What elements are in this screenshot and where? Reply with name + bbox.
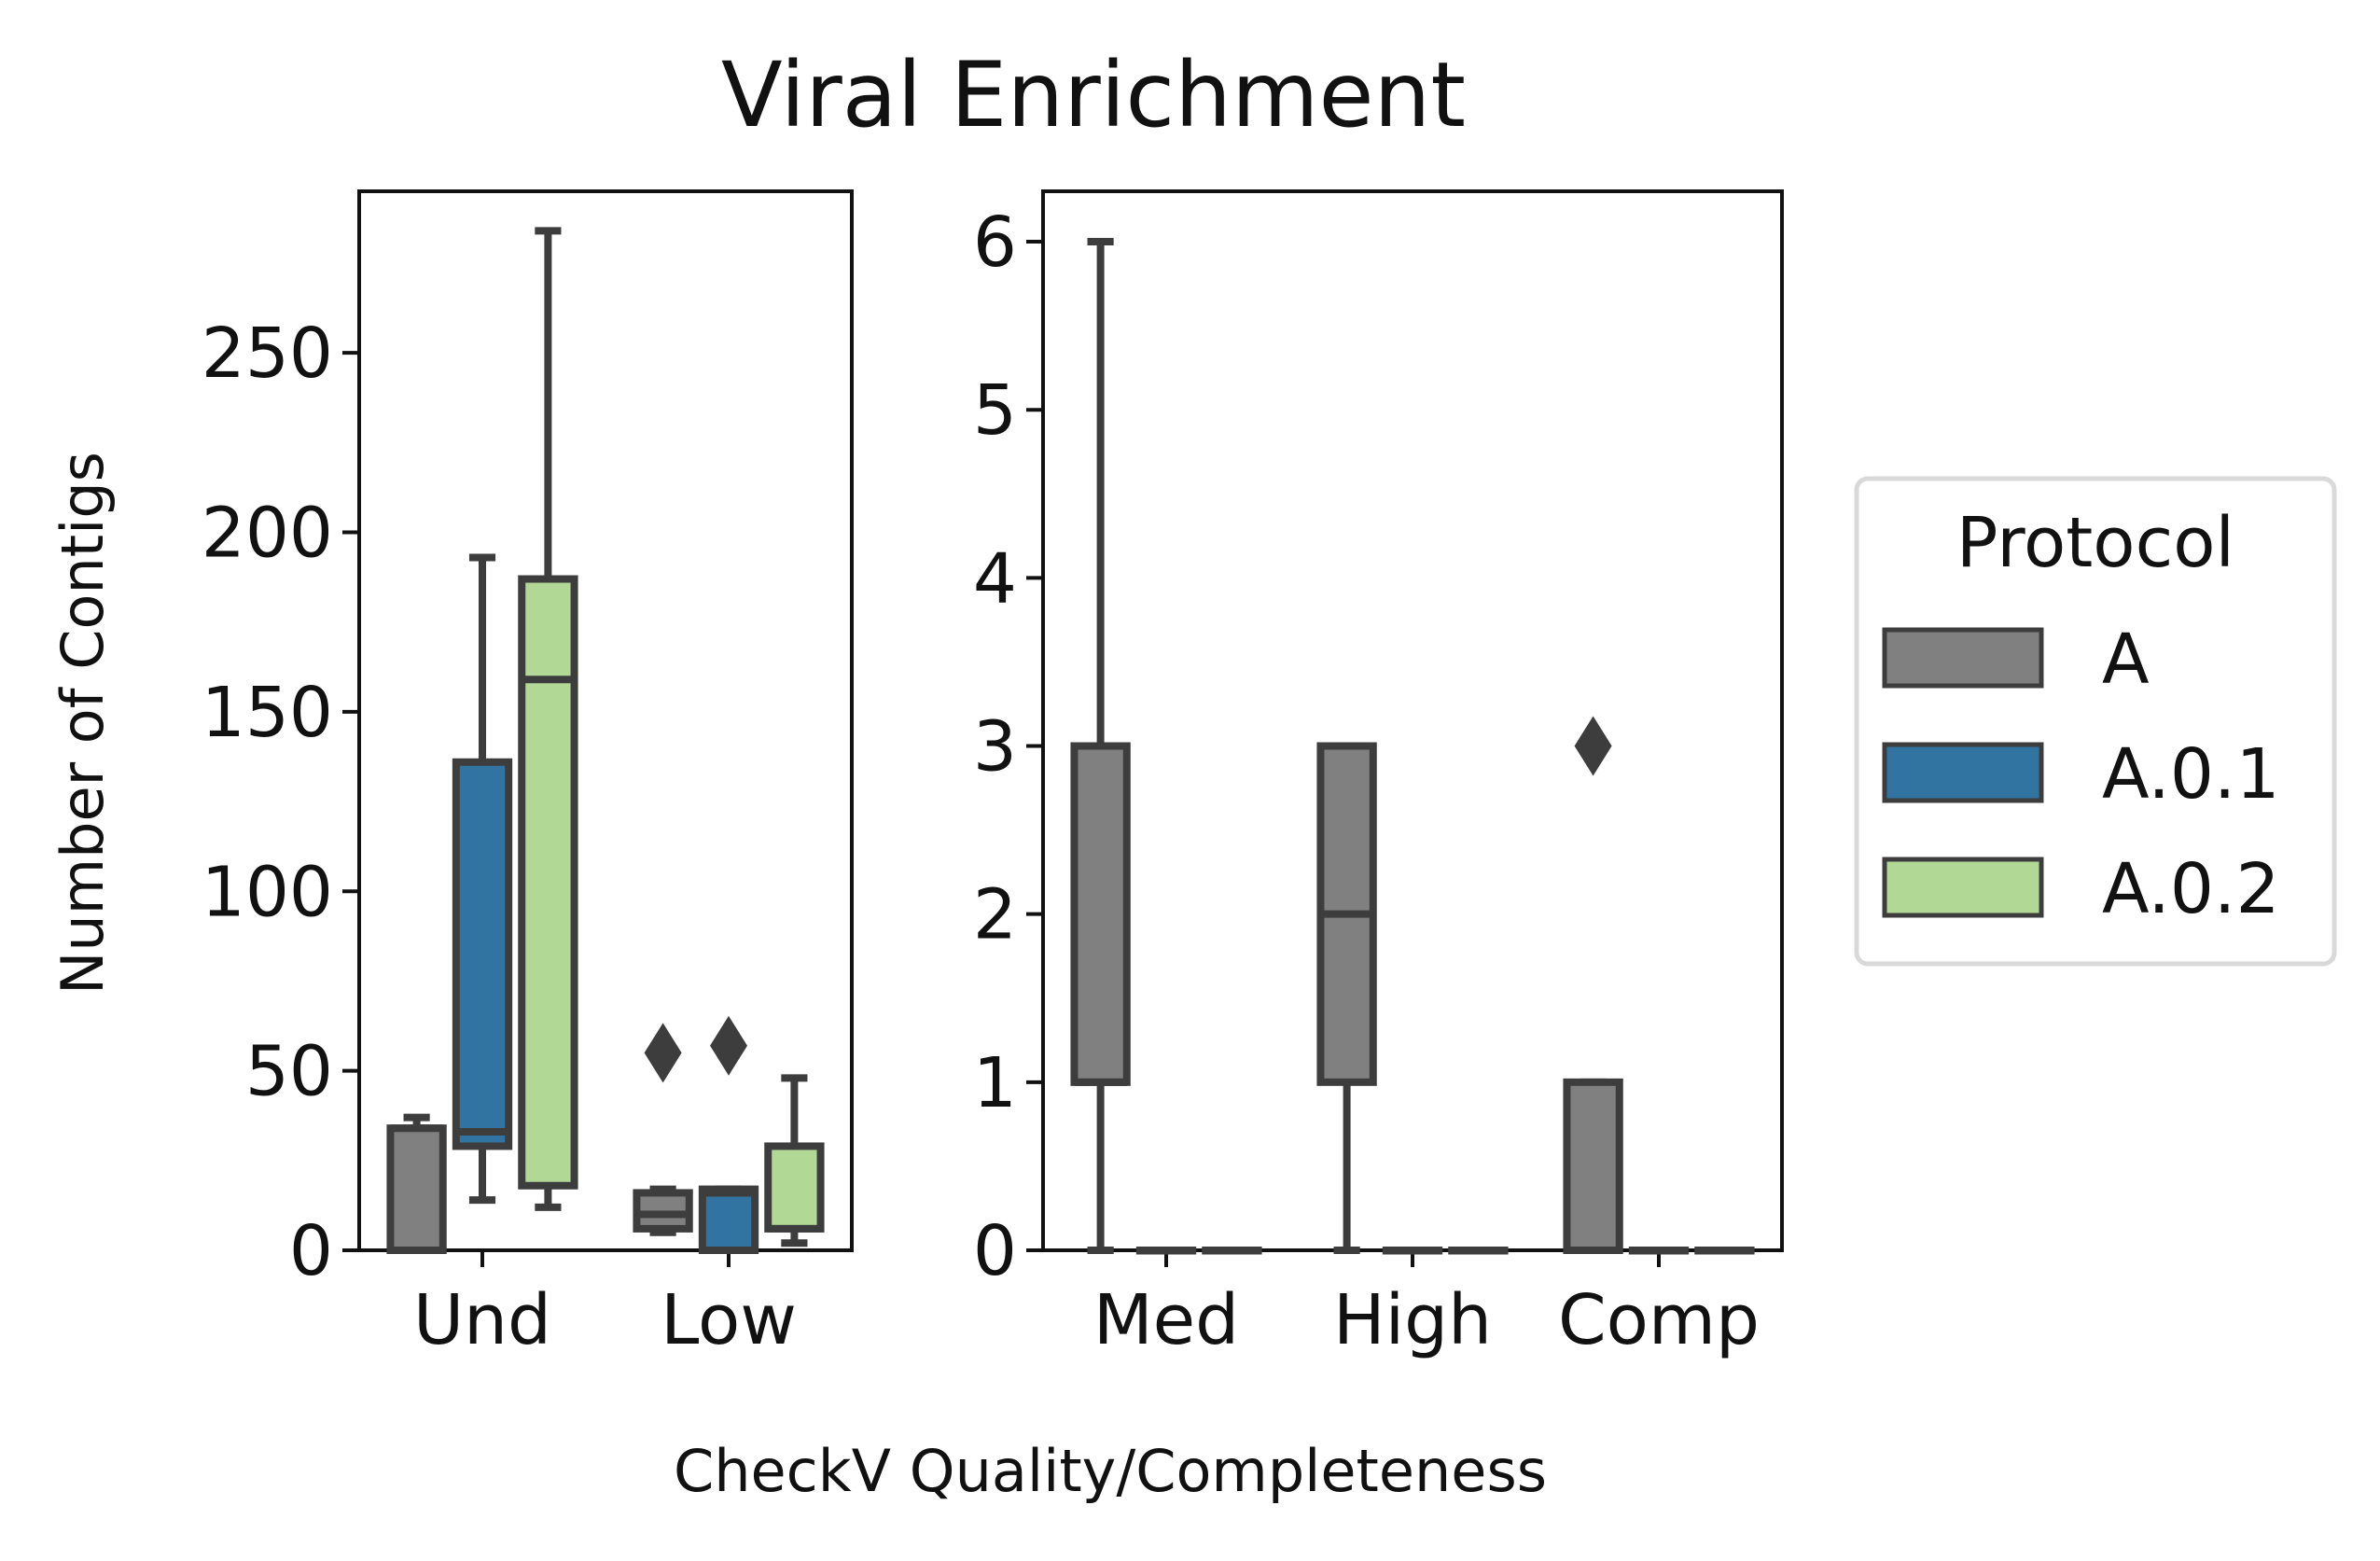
legend-label: A.0.1 bbox=[2102, 734, 2280, 815]
box-A.0.1-Med bbox=[1135, 1247, 1197, 1255]
box-body bbox=[1070, 742, 1131, 1086]
box-body bbox=[518, 575, 578, 1190]
box-A.0.1-High bbox=[1382, 1247, 1443, 1255]
x-tick-label: High bbox=[1333, 1280, 1492, 1360]
legend-title: Protocol bbox=[1956, 503, 2234, 583]
box-A-Comp bbox=[1563, 716, 1623, 1255]
box-A.0.2-Und bbox=[518, 227, 578, 1211]
x-tick-label: Low bbox=[661, 1280, 797, 1360]
legend: Protocol A A.0.1 A.0.2 bbox=[1854, 476, 2337, 967]
legend-label: A.0.2 bbox=[2102, 849, 2280, 929]
outlier-point bbox=[710, 1015, 747, 1076]
box-A-Und bbox=[386, 1113, 447, 1254]
panel-frame bbox=[1041, 189, 1784, 1252]
y-tick-label: 50 bbox=[245, 1032, 333, 1112]
box-A.0.1-Low bbox=[698, 1015, 759, 1255]
panel-frame bbox=[357, 189, 854, 1252]
box-body bbox=[386, 1124, 447, 1254]
x-tick-label: Und bbox=[413, 1280, 551, 1360]
y-tick-label: 100 bbox=[202, 852, 333, 932]
box-A-High bbox=[1316, 742, 1377, 1254]
legend-swatch-A bbox=[1882, 627, 2044, 689]
outlier-point bbox=[644, 1023, 682, 1083]
box-body bbox=[1563, 1078, 1623, 1255]
y-tick-label: 250 bbox=[202, 314, 333, 394]
legend-frame bbox=[1854, 476, 2337, 967]
y-tick-label: 3 bbox=[973, 707, 1017, 787]
y-tick-label: 4 bbox=[973, 538, 1017, 619]
legend-swatch-A.0.2 bbox=[1882, 857, 2044, 918]
y-tick-label: 200 bbox=[202, 494, 333, 574]
box-A-Med bbox=[1070, 238, 1131, 1254]
legend-label: A bbox=[2102, 620, 2150, 700]
box-A.0.2-Low bbox=[764, 1074, 825, 1247]
x-tick-label: Med bbox=[1093, 1280, 1239, 1360]
box-A.0.2-Med bbox=[1202, 1247, 1262, 1255]
x-axis-label: CheckV Quality/Completeness bbox=[674, 1437, 1547, 1505]
outlier-point bbox=[1574, 716, 1612, 776]
y-tick-label: 150 bbox=[202, 673, 333, 753]
y-tick-label: 0 bbox=[289, 1211, 333, 1291]
legend-swatch-A.0.1 bbox=[1882, 742, 2044, 803]
chart-title: Viral Enrichment bbox=[721, 43, 1466, 147]
box-body bbox=[764, 1142, 825, 1233]
y-tick-label: 0 bbox=[973, 1211, 1017, 1291]
y-tick-label: 1 bbox=[973, 1043, 1017, 1123]
y-tick-label: 6 bbox=[973, 202, 1017, 283]
panel-left: 0 50 100 150 200 250 Und Low bbox=[202, 189, 854, 1360]
box-A-Low bbox=[633, 1023, 693, 1236]
panel-right: 0 1 2 3 4 5 6 Med High Comp bbox=[973, 189, 1784, 1360]
box-A.0.2-High bbox=[1448, 1247, 1509, 1255]
y-tick-label: 2 bbox=[973, 875, 1017, 955]
y-tick-label: 5 bbox=[973, 370, 1017, 451]
box-body bbox=[452, 758, 513, 1150]
box-A.0.1-Comp bbox=[1628, 1247, 1690, 1255]
box-A.0.1-Und bbox=[452, 553, 513, 1205]
x-tick-label: Comp bbox=[1558, 1280, 1760, 1360]
box-body bbox=[698, 1185, 759, 1255]
y-axis-label: Number of Contigs bbox=[49, 452, 117, 995]
box-A.0.2-Comp bbox=[1694, 1247, 1755, 1255]
